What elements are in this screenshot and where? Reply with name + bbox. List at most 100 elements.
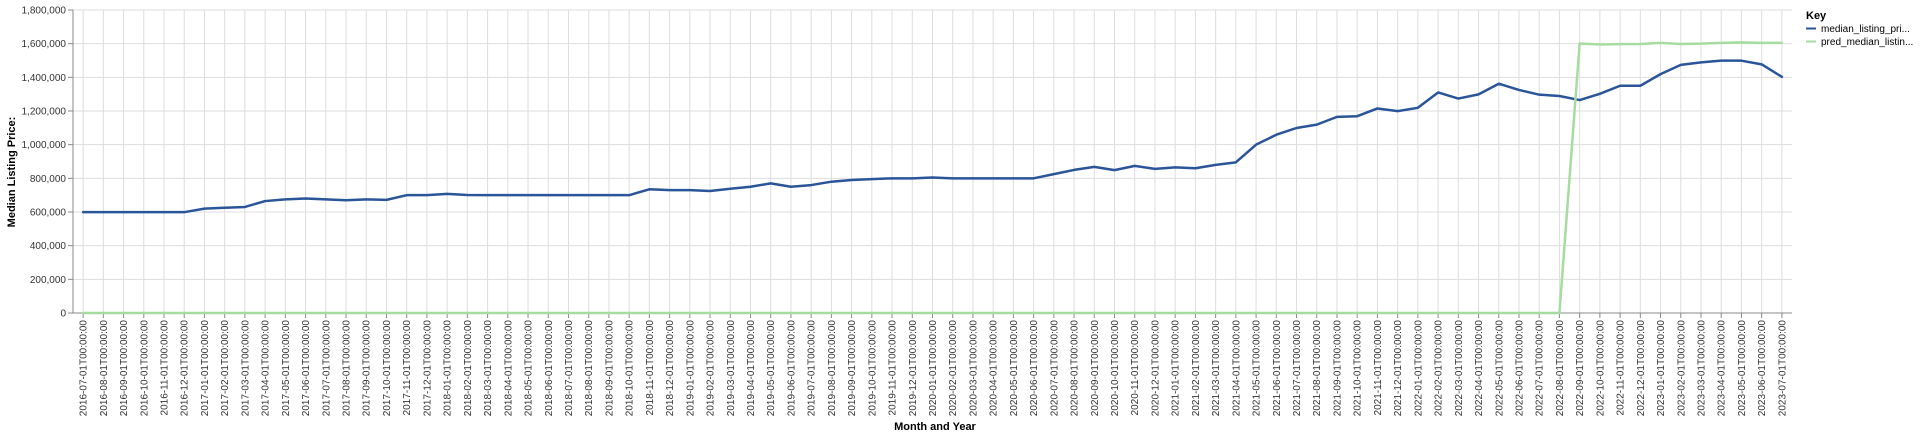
- x-tick-label: 2018-06-01T00:00:00: [544, 320, 555, 417]
- x-tick-label: 2019-11-01T00:00:00: [888, 320, 899, 416]
- data-point-series-1: [122, 211, 124, 213]
- x-tick-label: 2018-08-01T00:00:00: [584, 320, 595, 417]
- data-point-series-1: [507, 194, 509, 196]
- data-point-series-1: [952, 177, 954, 179]
- data-point-series-1: [931, 176, 933, 178]
- legend-title: Key: [1806, 10, 1827, 22]
- legend-label-2: pred_median_listin...: [1821, 37, 1913, 48]
- x-tick-label: 2022-03-01T00:00:00: [1454, 320, 1465, 417]
- x-tick-label: 2016-08-01T00:00:00: [99, 320, 110, 417]
- data-point-series-2: [1012, 312, 1014, 314]
- data-point-series-2: [911, 312, 913, 314]
- legend-label-1: median_listing_pri...: [1821, 24, 1910, 35]
- data-point-series-1: [102, 211, 104, 213]
- data-point-series-2: [1316, 312, 1318, 314]
- data-point-series-1: [648, 188, 650, 190]
- x-tick-label: 2021-03-01T00:00:00: [1211, 320, 1222, 417]
- data-point-series-1: [1599, 93, 1601, 95]
- data-point-series-2: [244, 312, 246, 314]
- data-point-series-2: [122, 312, 124, 314]
- data-point-series-2: [345, 312, 347, 314]
- data-point-series-1: [790, 186, 792, 188]
- data-point-series-1: [1295, 127, 1297, 129]
- data-point-series-2: [1417, 312, 1419, 314]
- y-tick-label: 1,600,000: [22, 39, 67, 50]
- data-point-series-2: [1073, 312, 1075, 314]
- data-point-series-2: [547, 312, 549, 314]
- data-point-series-1: [1255, 143, 1257, 145]
- x-tick-label: 2022-01-01T00:00:00: [1413, 320, 1424, 417]
- data-point-series-2: [1720, 42, 1722, 44]
- data-point-series-2: [1396, 312, 1398, 314]
- data-point-series-2: [1275, 312, 1277, 314]
- data-point-series-1: [1235, 161, 1237, 163]
- x-tick-label: 2022-02-01T00:00:00: [1434, 320, 1445, 417]
- data-point-series-2: [304, 312, 306, 314]
- data-point-series-1: [1336, 116, 1338, 118]
- data-point-series-1: [203, 207, 205, 209]
- data-point-series-1: [1194, 167, 1196, 169]
- x-tick-label: 2021-04-01T00:00:00: [1231, 320, 1242, 417]
- data-point-series-2: [1498, 312, 1500, 314]
- data-point-series-2: [830, 312, 832, 314]
- data-point-series-1: [244, 206, 246, 208]
- data-point-series-1: [547, 194, 549, 196]
- data-point-series-1: [1619, 85, 1621, 87]
- x-tick-label: 2020-01-01T00:00:00: [928, 320, 939, 417]
- data-point-series-1: [426, 194, 428, 196]
- data-point-series-2: [1113, 312, 1115, 314]
- data-point-series-2: [102, 312, 104, 314]
- data-point-series-1: [405, 194, 407, 196]
- data-point-series-2: [203, 312, 205, 314]
- data-point-series-2: [1356, 312, 1358, 314]
- y-tick-label: 1,400,000: [22, 73, 67, 84]
- data-point-series-1: [1073, 169, 1075, 171]
- x-tick-label: 2016-12-01T00:00:00: [180, 320, 191, 417]
- x-tick-label: 2017-04-01T00:00:00: [261, 320, 272, 417]
- data-point-series-1: [1134, 165, 1136, 167]
- x-tick-label: 2018-04-01T00:00:00: [503, 320, 514, 417]
- x-tick-label: 2020-10-01T00:00:00: [1110, 320, 1121, 417]
- data-point-series-2: [264, 312, 266, 314]
- x-tick-label: 2018-10-01T00:00:00: [625, 320, 636, 417]
- data-point-series-2: [223, 312, 225, 314]
- data-point-series-1: [1477, 93, 1479, 95]
- x-tick-label: 2020-03-01T00:00:00: [968, 320, 979, 417]
- data-point-series-2: [1255, 312, 1257, 314]
- data-point-series-1: [1012, 177, 1014, 179]
- data-point-series-1: [1053, 173, 1055, 175]
- x-tick-label: 2021-08-01T00:00:00: [1312, 320, 1323, 417]
- data-point-series-2: [1578, 42, 1580, 44]
- x-tick-label: 2020-06-01T00:00:00: [1029, 320, 1040, 417]
- data-point-series-1: [1760, 63, 1762, 65]
- data-point-series-1: [1356, 115, 1358, 117]
- data-point-series-2: [1740, 41, 1742, 43]
- data-point-series-2: [749, 312, 751, 314]
- data-point-series-2: [507, 312, 509, 314]
- x-tick-label: 2021-11-01T00:00:00: [1373, 320, 1384, 416]
- data-point-series-1: [365, 198, 367, 200]
- x-tick-label: 2017-12-01T00:00:00: [422, 320, 433, 417]
- data-point-series-2: [446, 312, 448, 314]
- x-tick-label: 2017-08-01T00:00:00: [342, 320, 353, 417]
- data-point-series-1: [345, 199, 347, 201]
- x-tick-label: 2019-03-01T00:00:00: [726, 320, 737, 417]
- x-tick-label: 2023-04-01T00:00:00: [1717, 320, 1728, 417]
- data-point-series-2: [668, 312, 670, 314]
- x-tick-label: 2022-12-01T00:00:00: [1636, 320, 1647, 417]
- data-point-series-2: [648, 312, 650, 314]
- data-point-series-1: [830, 181, 832, 183]
- data-point-series-1: [992, 177, 994, 179]
- x-tick-label: 2019-04-01T00:00:00: [746, 320, 757, 417]
- x-tick-label: 2021-12-01T00:00:00: [1393, 320, 1404, 417]
- data-point-series-1: [1437, 91, 1439, 93]
- x-tick-label: 2022-09-01T00:00:00: [1575, 320, 1586, 417]
- y-tick-label: 200,000: [30, 275, 67, 286]
- data-point-series-2: [325, 312, 327, 314]
- x-tick-label: 2016-10-01T00:00:00: [139, 320, 150, 417]
- gridlines: [73, 9, 1792, 314]
- data-point-series-2: [952, 312, 954, 314]
- data-point-series-1: [446, 193, 448, 195]
